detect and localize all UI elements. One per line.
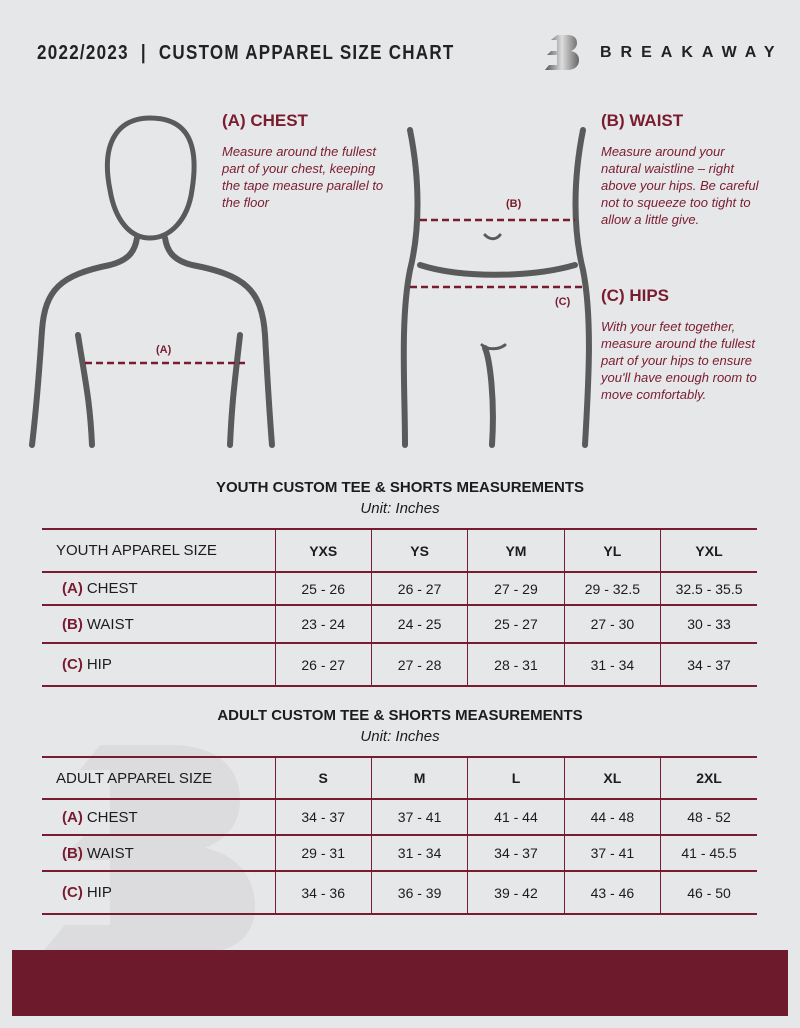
size-header: L (467, 756, 565, 800)
youth-unit: Unit: Inches (360, 500, 440, 517)
body-measurement-illustration (29, 115, 592, 448)
cell: 27 - 29 (467, 571, 565, 606)
row-letter: (A) (62, 808, 83, 826)
adult-title: ADULT CUSTOM TEE & SHORTS MEASUREMENTS (217, 707, 583, 724)
size-header: YS (370, 528, 468, 573)
cell: 34 - 37 (660, 642, 757, 687)
table-header-row: ADULT APPAREL SIZE S M L XL 2XL (42, 756, 757, 800)
header-label: ADULT APPAREL SIZE (42, 756, 275, 800)
youth-size-table: YOUTH APPAREL SIZE YXS YS YM YL YXL (A) CHEST… (42, 528, 757, 687)
cell: 43 - 46 (563, 870, 661, 915)
cell: 36 - 39 (370, 870, 468, 915)
chest-heading: (A) CHEST (222, 111, 308, 130)
waist-marker: (B) (506, 198, 522, 210)
table-row: (A) CHEST 25 - 26 26 - 27 27 - 29 29 - 32.5 32… (42, 571, 757, 606)
cell: 41 - 44 (467, 798, 565, 836)
cell: 28 - 31 (467, 642, 565, 687)
table-header-row: YOUTH APPAREL SIZE YXS YS YM YL YXL (42, 528, 757, 573)
row-name: CHEST (86, 808, 138, 826)
cell: 27 - 30 (563, 604, 661, 644)
cell: 27 - 28 (370, 642, 468, 687)
cell: 30 - 33 (660, 604, 757, 644)
adult-unit: Unit: Inches (360, 728, 440, 745)
hips-heading: (C) HIPS (601, 286, 669, 305)
cell: 34 - 36 (274, 870, 372, 915)
hips-marker: (C) (555, 296, 571, 308)
cell: 34 - 37 (467, 834, 565, 872)
brand-name: BREAKAWAY (600, 44, 784, 61)
cell: 34 - 37 (274, 798, 372, 836)
breakaway-logo-icon (545, 35, 579, 70)
table-row: (B) WAIST 29 - 31 31 - 34 34 - 37 37 - 41 41 -… (42, 834, 757, 872)
chest-text: Measure around the fullest part of your … (222, 144, 384, 210)
row-name: WAIST (86, 615, 134, 633)
cell: 25 - 26 (274, 571, 372, 606)
table-row: (A) CHEST 34 - 37 37 - 41 41 - 44 44 - 48 48 -… (42, 798, 757, 836)
cell: 26 - 27 (274, 642, 372, 687)
hips-text: With your feet together, measure around … (601, 319, 757, 402)
row-name: HIP (86, 884, 112, 901)
size-header: S (274, 756, 372, 800)
size-header: 2XL (660, 756, 757, 800)
cell: 39 - 42 (467, 870, 565, 915)
row-letter: (B) (62, 844, 83, 862)
row-letter: (B) (62, 615, 83, 633)
size-header: YL (563, 528, 661, 573)
cell: 29 - 31 (274, 834, 372, 872)
row-name: CHEST (86, 580, 138, 597)
row-letter: (C) (62, 884, 83, 901)
cell: 24 - 25 (370, 604, 468, 644)
cell: 41 - 45.5 (660, 834, 757, 872)
page-title: 2022/2023 | CUSTOM APPAREL SIZE CHART (37, 42, 455, 64)
adult-size-table: ADULT APPAREL SIZE S M L XL 2XL (A) CHEST 34 -… (42, 756, 757, 915)
size-header: YXS (274, 528, 372, 573)
footer-bar (12, 950, 788, 1016)
size-header: XL (563, 756, 661, 800)
table-row: (B) WAIST 23 - 24 24 - 25 25 - 27 27 - 30 30 -… (42, 604, 757, 644)
cell: 37 - 41 (563, 834, 661, 872)
cell: 44 - 48 (563, 798, 661, 836)
cell: 32.5 - 35.5 (660, 571, 757, 606)
size-header: M (370, 756, 468, 800)
size-header: YXL (660, 528, 757, 573)
table-row: (C) HIP 34 - 36 36 - 39 39 - 42 43 - 46 46 - 5… (42, 870, 757, 915)
cell: 29 - 32.5 (563, 571, 661, 606)
row-name: HIP (86, 656, 112, 673)
cell: 23 - 24 (274, 604, 372, 644)
cell: 37 - 41 (370, 798, 468, 836)
row-letter: (A) (62, 580, 83, 597)
table-row: (C) HIP 26 - 27 27 - 28 28 - 31 31 - 34 34 - 3… (42, 642, 757, 687)
size-header: YM (467, 528, 565, 573)
youth-title: YOUTH CUSTOM TEE & SHORTS MEASUREMENTS (215, 479, 585, 496)
row-name: WAIST (86, 844, 134, 862)
waist-text: Measure around your natural waistline – … (601, 144, 759, 227)
cell: 25 - 27 (467, 604, 565, 644)
cell: 31 - 34 (563, 642, 661, 687)
cell: 26 - 27 (370, 571, 468, 606)
chest-marker: (A) (156, 344, 172, 356)
cell: 46 - 50 (660, 870, 757, 915)
row-letter: (C) (62, 656, 83, 673)
cell: 31 - 34 (370, 834, 468, 872)
cell: 48 - 52 (660, 798, 757, 836)
header-label: YOUTH APPAREL SIZE (42, 528, 275, 573)
waist-heading: (B) WAIST (601, 111, 684, 130)
